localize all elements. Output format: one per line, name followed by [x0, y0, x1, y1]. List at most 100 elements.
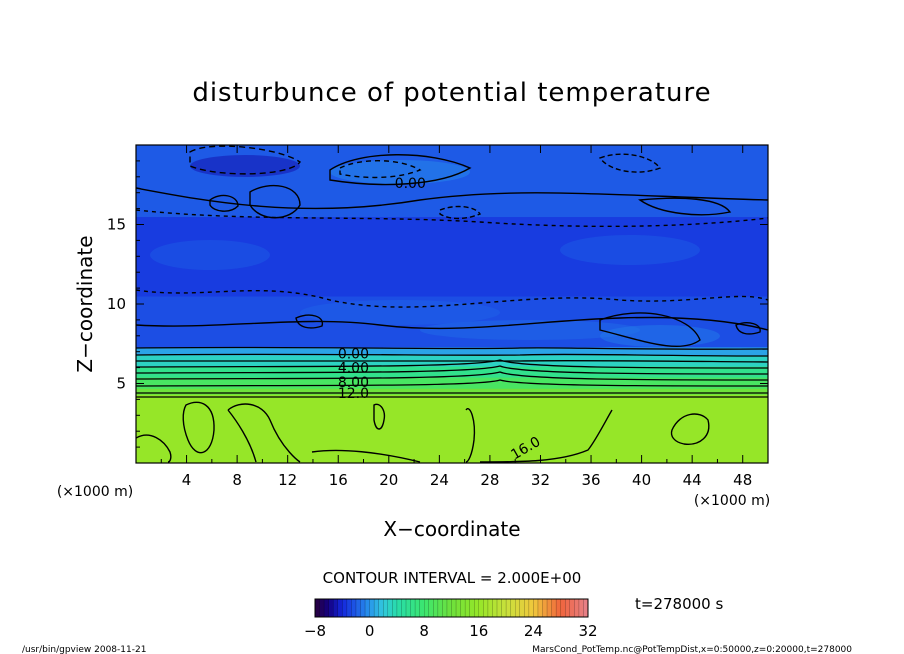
- colorbar-segment: [387, 599, 393, 617]
- colorbar-segment: [337, 599, 343, 617]
- colorbar-tick-label: 0: [365, 622, 375, 640]
- colorbar-segment: [442, 599, 448, 617]
- field-patch: [600, 325, 720, 347]
- colorbar-segment: [437, 599, 443, 617]
- colorbar-segment: [501, 599, 507, 617]
- colorbar-segment: [506, 599, 512, 617]
- colorbar-segment: [428, 599, 434, 617]
- field-patch: [420, 320, 640, 340]
- field-band: [136, 377, 768, 389]
- colorbar-segment: [360, 599, 366, 617]
- colorbar-segment: [515, 599, 521, 617]
- colorbar-segment: [433, 599, 439, 617]
- colorbar-segment: [460, 599, 466, 617]
- colorbar-segment: [365, 599, 370, 617]
- colorbar-segment: [487, 599, 493, 617]
- colorbar-segment: [565, 599, 571, 617]
- x-unit-label-left: (×1000 m): [57, 484, 133, 500]
- field-band: [136, 366, 768, 378]
- x-tick-label: 36: [581, 471, 600, 489]
- colorbar-segment: [342, 599, 348, 617]
- colorbar-segment: [533, 599, 539, 617]
- y-tick-label: 10: [107, 295, 126, 313]
- contour-lines-upper: [136, 145, 768, 347]
- colorbar-segment: [556, 599, 562, 617]
- contour-lines-bands: [136, 346, 768, 398]
- colorbar-segment: [510, 599, 516, 617]
- chart-title: disturbunce of potential temperature: [192, 78, 711, 108]
- colorbar-segment: [469, 599, 475, 617]
- field-patch: [330, 160, 470, 184]
- colorbar-segment: [542, 599, 548, 617]
- field-patch: [300, 300, 500, 325]
- field-band: [136, 388, 768, 396]
- x-tick-label: 48: [733, 471, 752, 489]
- time-label: t=278000 s: [635, 595, 723, 613]
- y-axis: 5 10 15: [107, 160, 768, 448]
- field-patch: [560, 235, 700, 265]
- colorbar-segment: [315, 599, 320, 617]
- y-tick-label: 15: [107, 216, 126, 234]
- colorbar-segment: [328, 599, 334, 617]
- contour-label: 8.00: [338, 375, 369, 391]
- colorbar-segment: [374, 599, 380, 617]
- colorbar-segment: [492, 599, 498, 617]
- colorbar-segment: [524, 599, 530, 617]
- colorbar-tick-label: 8: [419, 622, 429, 640]
- contour-label: 4.00: [338, 361, 369, 377]
- colorbar-tick-label: 16: [469, 622, 488, 640]
- x-tick-label: 20: [379, 471, 398, 489]
- colorbar-segment: [346, 599, 352, 617]
- colorbar-segment: [324, 599, 330, 617]
- colorbar-segment: [401, 599, 407, 617]
- colorbar-segment: [424, 599, 430, 617]
- colorbar-segment: [560, 599, 566, 617]
- contour-label: 12.0: [338, 386, 369, 402]
- colorbar-segment: [569, 599, 575, 617]
- colorbar-segment: [578, 599, 584, 617]
- colorbar-segment: [383, 599, 389, 617]
- colorbar-segment: [547, 599, 552, 617]
- colorbar-ticks: −8 0 8 16 24 32: [304, 622, 598, 640]
- colorbar-segment: [574, 599, 580, 617]
- colorbar-frame: [314, 598, 589, 618]
- colorbar-segment: [478, 599, 484, 617]
- colorbar-segment: [351, 599, 357, 617]
- colorbar-segment: [497, 599, 502, 617]
- colorbar-segment: [396, 599, 402, 617]
- colorbar-segment: [537, 599, 543, 617]
- x-axis-label: X−coordinate: [383, 517, 520, 541]
- colorbar-segment: [528, 599, 534, 617]
- colorbar-segment: [392, 599, 398, 617]
- field-bands: [136, 145, 768, 463]
- colorbar-segment: [583, 599, 589, 617]
- x-tick-label: 8: [232, 471, 242, 489]
- x-axis: 4 8 12 16 20 24 28 32 36 40 44 48: [160, 145, 752, 489]
- colorbar-segment: [456, 599, 461, 617]
- y-axis-label: Z−coordinate: [73, 235, 97, 372]
- field-patch: [150, 240, 270, 270]
- colorbar-segment: [446, 599, 452, 617]
- x-tick-label: 12: [278, 471, 297, 489]
- footer-right: MarsCond_PotTemp.nc@PotTempDist,x=0:5000…: [532, 645, 852, 654]
- contour-label: 0.00: [338, 346, 369, 362]
- contour-interval-text: CONTOUR INTERVAL = 2.000E+00: [323, 569, 582, 587]
- colorbar: [314, 599, 589, 617]
- x-tick-label: 28: [480, 471, 499, 489]
- colorbar-segment: [415, 599, 421, 617]
- colorbar-tick-label: −8: [304, 622, 326, 640]
- colorbar-tick-label: 32: [578, 622, 597, 640]
- x-tick-label: 44: [683, 471, 702, 489]
- colorbar-tick-label: 24: [524, 622, 543, 640]
- y-tick-label: 5: [116, 375, 126, 393]
- colorbar-segment: [319, 599, 325, 617]
- colorbar-segment: [465, 599, 471, 617]
- field-band: [136, 346, 768, 356]
- x-tick-label: 40: [632, 471, 651, 489]
- contour-lines-lower: [136, 401, 710, 463]
- x-unit-label-right: (×1000 m): [694, 493, 770, 509]
- colorbar-segment: [519, 599, 525, 617]
- colorbar-segment: [406, 599, 411, 617]
